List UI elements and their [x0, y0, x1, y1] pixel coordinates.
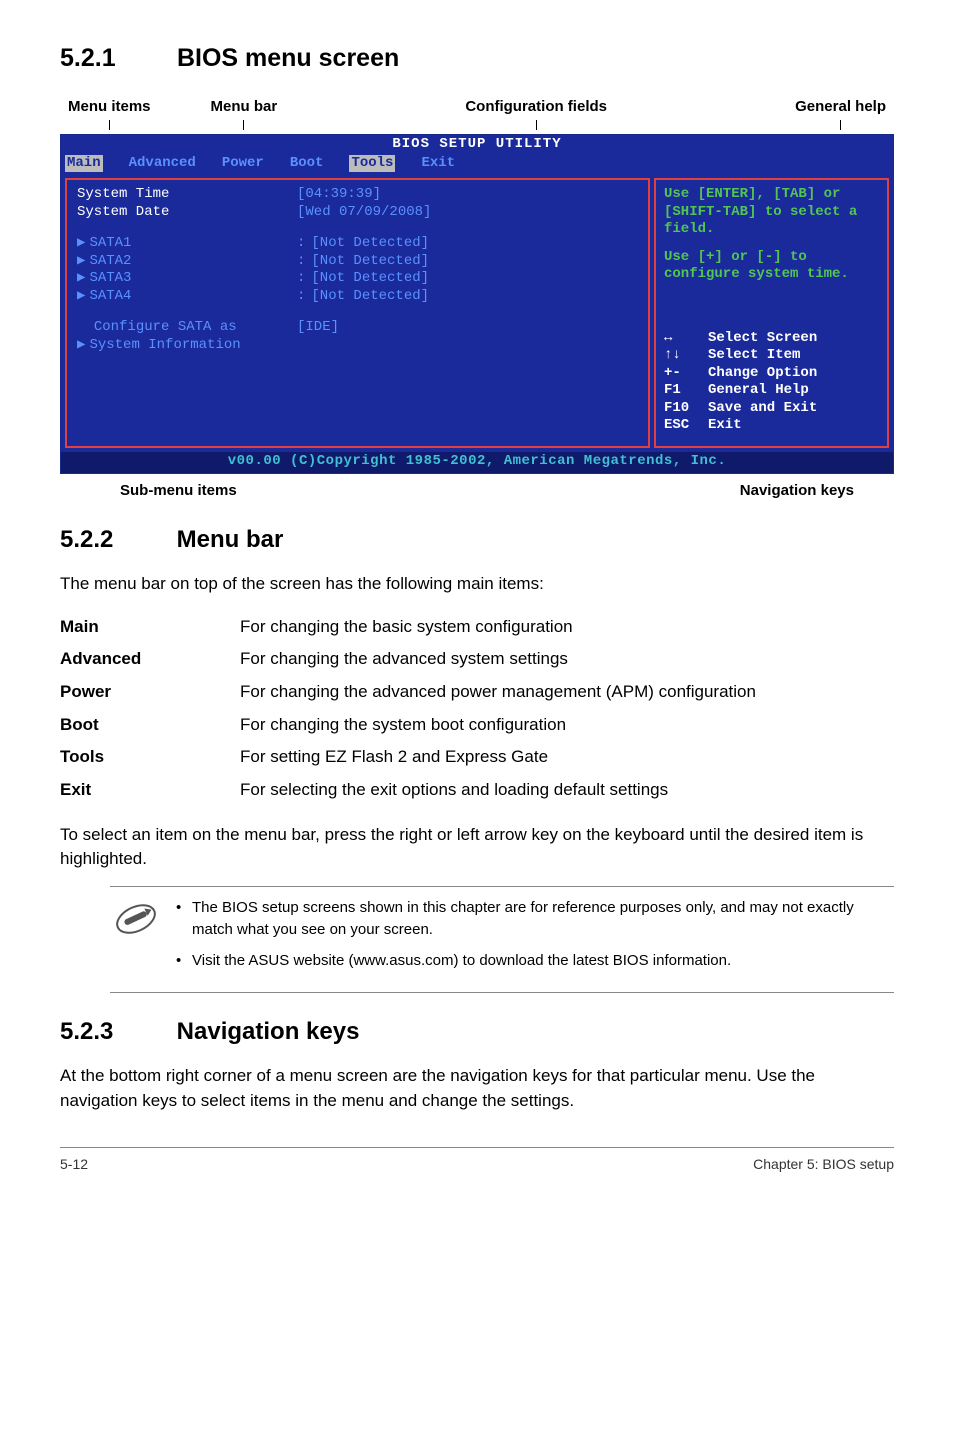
bios-tab-advanced: Advanced — [129, 155, 196, 173]
definitions-table: MainFor changing the basic system config… — [60, 611, 894, 807]
bios-sata-val: [Not Detected] — [311, 235, 429, 253]
note-list: The BIOS setup screens shown in this cha… — [174, 897, 890, 982]
chapter-label: Chapter 5: BIOS setup — [753, 1154, 894, 1174]
paragraph: At the bottom right corner of a menu scr… — [60, 1064, 894, 1113]
bios-sata-key: ▶SATA2 — [77, 253, 297, 271]
paragraph: The menu bar on top of the screen has th… — [60, 572, 894, 597]
bios-menubar: Main Advanced Power Boot Tools Exit — [61, 155, 893, 175]
heading-number: 5.2.1 — [60, 40, 170, 76]
bios-field-key: System Time — [77, 186, 297, 204]
bios-sata-val: [Not Detected] — [311, 288, 429, 306]
heading-5-2-2: 5.2.2 Menu bar — [60, 523, 894, 558]
table-row: ToolsFor setting EZ Flash 2 and Express … — [60, 741, 894, 774]
bios-field-val: [04:39:39] — [297, 186, 381, 204]
heading-number: 5.2.2 — [60, 523, 170, 558]
bios-right-panel: Use [ENTER], [TAB] or [SHIFT-TAB] to sel… — [654, 178, 889, 448]
bios-extra-key: ▶System Information — [77, 337, 297, 355]
label-menu-bar: Menu bar — [211, 98, 278, 115]
note-item: Visit the ASUS website (www.asus.com) to… — [192, 950, 890, 972]
table-row: MainFor changing the basic system config… — [60, 611, 894, 644]
bios-help-top: Use [ENTER], [TAB] or [SHIFT-TAB] to sel… — [664, 186, 879, 239]
heading-number: 5.2.3 — [60, 1015, 170, 1050]
page-footer: 5-12 Chapter 5: BIOS setup — [60, 1147, 894, 1174]
bios-sata-key: ▶SATA4 — [77, 288, 297, 306]
note-item: The BIOS setup screens shown in this cha… — [192, 897, 890, 941]
bios-sata-val: [Not Detected] — [311, 270, 429, 288]
table-row: PowerFor changing the advanced power man… — [60, 676, 894, 709]
pencil-note-icon — [114, 897, 158, 941]
bios-tab-main: Main — [65, 155, 103, 173]
bios-sata-key: ▶SATA3 — [77, 270, 297, 288]
table-row: BootFor changing the system boot configu… — [60, 709, 894, 742]
bios-footer: v00.00 (C)Copyright 1985-2002, American … — [61, 452, 893, 473]
heading-title: Navigation keys — [177, 1018, 360, 1045]
bios-sata-val: [Not Detected] — [311, 253, 429, 271]
bios-title: BIOS SETUP UTILITY — [61, 135, 893, 155]
bios-tab-tools: Tools — [349, 155, 395, 173]
page-number: 5-12 — [60, 1154, 88, 1174]
label-config-fields: Configuration fields — [465, 98, 607, 115]
bios-help-mid: Use [+] or [-] to configure system time. — [664, 249, 879, 284]
label-navigation-keys: Navigation keys — [740, 480, 854, 502]
paragraph: To select an item on the menu bar, press… — [60, 823, 894, 872]
diagram-top-labels: Menu items Menu bar Configuration fields… — [68, 96, 886, 130]
heading-5-2-3: 5.2.3 Navigation keys — [60, 1015, 894, 1050]
table-row: AdvancedFor changing the advanced system… — [60, 643, 894, 676]
note-box: The BIOS setup screens shown in this cha… — [110, 886, 894, 993]
bios-screenshot: BIOS SETUP UTILITY Main Advanced Power B… — [60, 134, 894, 474]
label-menu-items: Menu items — [68, 98, 151, 115]
label-submenu-items: Sub-menu items — [120, 480, 237, 502]
bios-field-val: [Wed 07/09/2008] — [297, 204, 431, 222]
heading-title: BIOS menu screen — [177, 44, 399, 72]
heading-5-2-1: 5.2.1 BIOS menu screen — [60, 40, 894, 76]
bios-sata-key: ▶SATA1 — [77, 235, 297, 253]
bios-tab-exit: Exit — [421, 155, 455, 173]
table-row: ExitFor selecting the exit options and l… — [60, 774, 894, 807]
diagram-bottom-labels: Sub-menu items Navigation keys — [120, 480, 854, 502]
bios-left-panel: System Time[04:39:39] System Date[Wed 07… — [65, 178, 650, 448]
bios-extra-key: Configure SATA as — [77, 319, 297, 337]
bios-tab-boot: Boot — [290, 155, 324, 173]
bios-extra-val: [IDE] — [297, 319, 339, 337]
label-general-help: General help — [795, 98, 886, 115]
bios-nav-keys: ↔Select Screen ↑↓Select Item +-Change Op… — [664, 330, 879, 435]
bios-tab-power: Power — [222, 155, 264, 173]
heading-title: Menu bar — [177, 526, 284, 553]
bios-field-key: System Date — [77, 204, 297, 222]
